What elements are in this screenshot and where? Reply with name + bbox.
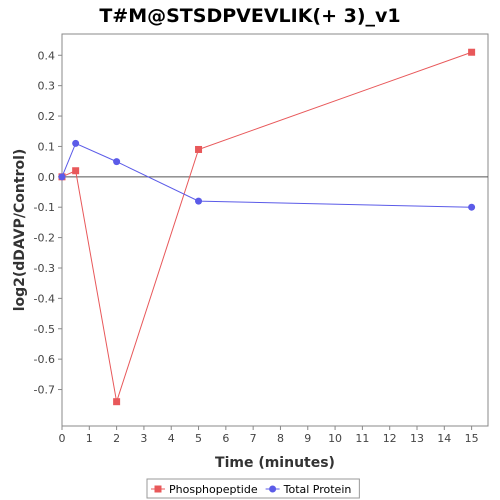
x-axis-label: Time (minutes) (215, 455, 335, 471)
x-tick-label: 12 (383, 432, 397, 445)
legend: Phosphopeptide Total Protein (146, 478, 360, 499)
chart-title: T#M@STSDPVEVLIK(+ 3)_v1 (99, 5, 400, 27)
y-tick-label: 0.4 (38, 49, 56, 62)
y-axis-label: log2(dDAVP/Control) (12, 149, 28, 312)
legend-item: Phosphopeptide (151, 483, 258, 496)
axis-ticks: 0.4 0.3 0.2 0.1 0.0 -0.1 -0.2 -0.3 -0.4 -0.5 -0.6 -… (34, 49, 479, 445)
series-layer (58, 48, 476, 406)
legend-marker (269, 485, 277, 493)
legend-box (146, 478, 360, 499)
data-point (195, 197, 203, 205)
x-tick-label: 2 (113, 432, 120, 445)
x-tick-label: 11 (355, 432, 369, 445)
data-point (72, 139, 80, 147)
legend-item: Total Protein (265, 483, 352, 496)
y-tick-label: 0.2 (38, 110, 56, 123)
y-tick-label: -0.4 (34, 292, 55, 305)
x-tick-label: 14 (437, 432, 451, 445)
data-point (58, 173, 66, 181)
y-tick-label: -0.7 (34, 384, 55, 397)
legend-label: Total Protein (283, 483, 352, 496)
y-tick-label: -0.6 (34, 353, 55, 366)
y-tick-label: -0.3 (34, 262, 55, 275)
data-point (468, 48, 476, 56)
x-tick-label: 3 (140, 432, 147, 445)
y-tick-label: 0.1 (38, 140, 56, 153)
x-tick-label: 0 (59, 432, 66, 445)
legend-marker (154, 485, 162, 493)
y-tick-label: -0.1 (34, 201, 55, 214)
x-tick-label: 8 (277, 432, 284, 445)
data-point (72, 167, 80, 175)
data-point (113, 158, 121, 166)
x-tick-label: 1 (86, 432, 93, 445)
series-total-protein (58, 139, 476, 211)
plot-area (61, 33, 489, 427)
y-tick-label: -0.2 (34, 232, 55, 245)
x-tick-label: 6 (222, 432, 229, 445)
x-tick-label: 13 (410, 432, 424, 445)
y-tick-label: 0.0 (38, 171, 56, 184)
data-point (468, 203, 476, 211)
y-tick-label: -0.5 (34, 323, 55, 336)
legend-label: Phosphopeptide (169, 483, 258, 496)
x-tick-label: 9 (304, 432, 311, 445)
data-point (195, 145, 203, 153)
x-tick-label: 5 (195, 432, 202, 445)
y-tick-label: 0.3 (38, 80, 56, 93)
x-tick-label: 15 (465, 432, 479, 445)
x-tick-label: 4 (168, 432, 175, 445)
data-point (113, 398, 121, 406)
x-tick-label: 7 (250, 432, 257, 445)
x-tick-label: 10 (328, 432, 342, 445)
